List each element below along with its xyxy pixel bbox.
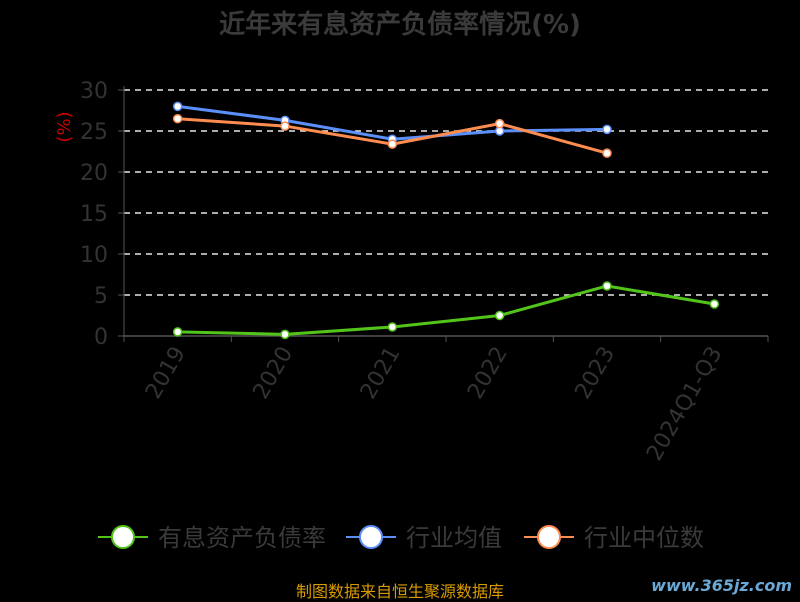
legend-marker [537, 525, 561, 549]
source-footer: 制图数据来自恒生聚源数据库 [295, 582, 504, 601]
data-point [172, 327, 183, 337]
series-line [177, 284, 715, 336]
series-lines [177, 104, 715, 336]
data-point [494, 118, 505, 129]
data-point [602, 148, 612, 158]
x-tick-label: 2021 [356, 343, 406, 404]
y-tick-label: 15 [80, 202, 108, 227]
y-tick-label: 5 [94, 284, 108, 309]
chart-title: 近年来有息资产负债率情况(%) [219, 10, 581, 40]
legend-marker [359, 525, 383, 549]
data-point [387, 322, 398, 332]
y-tick-labels: 0 5 10 15 20 25 30 [80, 79, 108, 350]
x-tick-label: 2023 [571, 343, 621, 404]
legend: 有息资产负债率 行业均值 行业中位数 [98, 524, 704, 552]
x-tick-label: 2022 [463, 343, 513, 404]
axes [123, 86, 769, 342]
data-point [709, 299, 720, 309]
data-point [494, 310, 505, 321]
legend-label: 行业中位数 [584, 524, 704, 552]
legend-label: 有息资产负债率 [158, 524, 326, 552]
legend-label: 行业均值 [406, 524, 502, 552]
y-axis-label: (%) [54, 111, 75, 142]
x-tick-labels: 2019 2020 2021 2022 2023 2024Q1-Q3 [141, 343, 727, 466]
data-point [280, 121, 290, 131]
series-points [172, 101, 720, 340]
y-tick-label: 30 [80, 79, 108, 104]
x-tick-label: 2020 [249, 343, 299, 404]
x-tick-label: 2019 [141, 343, 191, 404]
y-tick-label: 10 [80, 243, 108, 268]
y-tick-label: 25 [80, 120, 108, 145]
data-point [387, 139, 398, 149]
data-point [172, 113, 183, 124]
data-point [280, 329, 290, 340]
data-point [172, 101, 183, 112]
x-tick-label: 2024Q1-Q3 [642, 343, 727, 466]
watermark: www.365jz.com [651, 576, 792, 595]
grid-lines [118, 89, 768, 337]
data-point [602, 124, 612, 135]
legend-marker [111, 525, 135, 549]
y-tick-label: 0 [94, 325, 108, 350]
data-point [602, 281, 612, 291]
y-tick-label: 20 [80, 161, 108, 186]
